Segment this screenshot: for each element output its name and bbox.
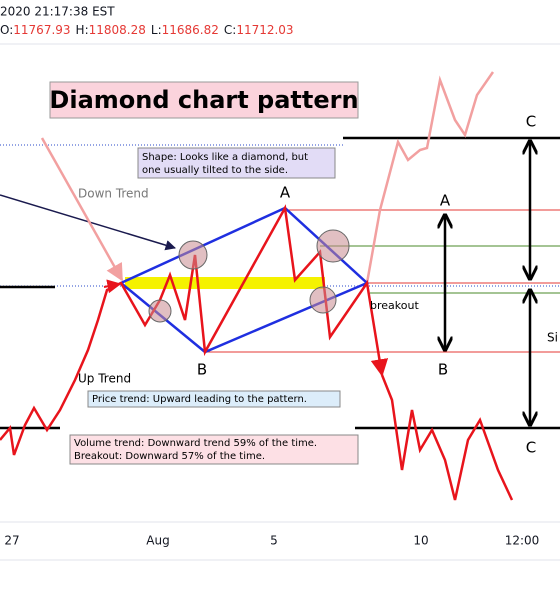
ohlc-label: O: bbox=[0, 23, 13, 37]
ohlc-label: H: bbox=[76, 23, 89, 37]
note: Shape: Looks like a diamond, but bbox=[142, 152, 308, 163]
ohlc-value: 11767.93 bbox=[13, 23, 70, 37]
highlight bbox=[125, 277, 325, 289]
ohlc-line: O:11767.93 H:11808.28 L:11686.82 C:11712.03 bbox=[0, 23, 294, 37]
datetime: 2020 21:17:38 EST bbox=[0, 5, 115, 19]
label: B bbox=[438, 361, 448, 379]
note-box bbox=[69, 434, 359, 465]
x-tick-label: 12:00 bbox=[505, 534, 540, 548]
title: Diamond chart pattern bbox=[49, 86, 358, 114]
label: A bbox=[440, 192, 451, 210]
price-path bbox=[380, 374, 514, 501]
note-box bbox=[137, 147, 336, 179]
x-tick-label: 5 bbox=[270, 534, 278, 548]
arrow bbox=[0, 194, 177, 251]
label: Si bbox=[547, 331, 558, 345]
ohlc-label: C: bbox=[224, 23, 236, 37]
touch-circle bbox=[316, 229, 350, 263]
ohlc-value: 11686.82 bbox=[162, 23, 219, 37]
touch-circle bbox=[178, 240, 208, 270]
ohlc-value: 11712.03 bbox=[236, 23, 293, 37]
touch-circle bbox=[309, 286, 337, 314]
ohlc-label: L: bbox=[151, 23, 162, 37]
label: C bbox=[526, 113, 536, 131]
note-box bbox=[87, 390, 341, 408]
note: Breakout: Downward 57% of the time. bbox=[74, 451, 265, 462]
x-tick-label: Aug bbox=[146, 534, 169, 548]
note: Price trend: Upward leading to the patte… bbox=[92, 394, 307, 405]
label: C bbox=[526, 439, 536, 457]
touch-circle bbox=[148, 299, 172, 323]
price-path bbox=[365, 71, 495, 284]
label: A bbox=[280, 184, 291, 202]
arrow bbox=[40, 137, 124, 282]
label: Up Trend bbox=[78, 372, 131, 386]
x-tick-label: 10 bbox=[413, 534, 428, 548]
x-axis: 27 Aug 5 10 12:00 bbox=[4, 534, 539, 548]
ohlc: O:11767.93 H:11808.28 L:11686.82 C:11712.03 bbox=[0, 23, 294, 37]
note: Volume trend: Downward trend 59% of the … bbox=[74, 438, 317, 449]
ohlc-value: 11808.28 bbox=[89, 23, 146, 37]
label: breakout bbox=[370, 299, 419, 312]
x-tick-label: 27 bbox=[4, 534, 19, 548]
label: B bbox=[197, 361, 207, 379]
label: Down Trend bbox=[78, 187, 149, 201]
price-path bbox=[0, 204, 389, 456]
note: one usually tilted to the side. bbox=[142, 165, 288, 176]
arrow bbox=[103, 279, 122, 294]
title-box bbox=[49, 81, 359, 119]
